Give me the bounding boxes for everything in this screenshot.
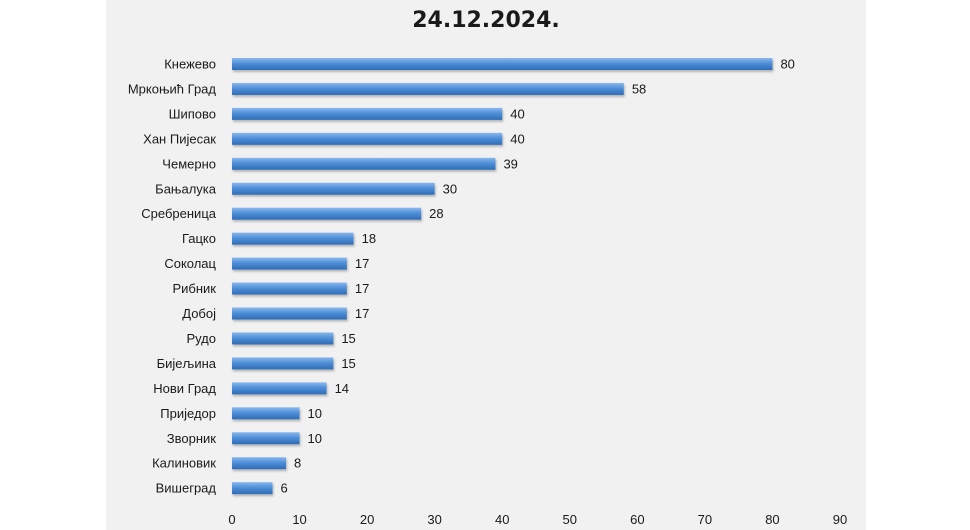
category-label: Нови Град — [153, 381, 216, 396]
bar — [232, 107, 503, 120]
category-label: Кнежево — [164, 57, 216, 72]
bars-group — [232, 58, 773, 495]
x-tick-label: 60 — [630, 512, 644, 527]
value-label: 58 — [632, 81, 646, 96]
x-tick-label: 0 — [228, 512, 235, 527]
value-label: 17 — [355, 256, 369, 271]
category-label: Бањалука — [155, 181, 217, 196]
x-tick-label: 40 — [495, 512, 509, 527]
x-tick-label: 80 — [765, 512, 779, 527]
x-axis-ticks: 0 10 20 30 40 50 60 70 80 90 — [228, 512, 847, 527]
category-label: Гацко — [182, 231, 216, 246]
value-label: 40 — [510, 106, 524, 121]
value-label: 15 — [341, 331, 355, 346]
category-label: Зворник — [167, 431, 217, 446]
value-label: 8 — [294, 456, 301, 471]
value-label: 40 — [510, 131, 524, 146]
value-label: 14 — [335, 381, 349, 396]
value-label: 80 — [780, 57, 794, 72]
category-label: Рибник — [172, 281, 216, 296]
x-tick-label: 10 — [292, 512, 306, 527]
value-label: 17 — [355, 281, 369, 296]
bar — [232, 232, 354, 245]
bar — [232, 132, 503, 145]
bar — [232, 82, 624, 95]
bar — [232, 307, 347, 320]
bar — [232, 382, 327, 395]
x-tick-label: 90 — [833, 512, 847, 527]
value-label: 30 — [443, 181, 457, 196]
category-label: Бијељина — [157, 356, 217, 371]
x-tick-label: 20 — [360, 512, 374, 527]
category-label: Чемерно — [162, 156, 216, 171]
category-label: Соколац — [164, 256, 216, 271]
bar — [232, 58, 773, 70]
category-label: Добој — [182, 306, 216, 321]
value-label: 15 — [341, 356, 355, 371]
bar — [232, 457, 287, 470]
category-label: Калиновик — [152, 456, 216, 471]
bar — [232, 432, 300, 445]
value-label: 28 — [429, 206, 443, 221]
bar — [232, 332, 334, 345]
category-label: Шипово — [169, 106, 216, 121]
value-label: 6 — [281, 481, 288, 496]
bar — [232, 282, 347, 295]
value-label: 18 — [362, 231, 376, 246]
category-label: Приједор — [160, 406, 216, 421]
category-label: Вишеград — [156, 481, 217, 496]
value-label: 17 — [355, 306, 369, 321]
category-label: Сребреница — [141, 206, 216, 221]
x-tick-label: 70 — [698, 512, 712, 527]
bar — [232, 157, 496, 170]
value-label: 10 — [308, 431, 322, 446]
category-label: Рудо — [186, 331, 216, 346]
bar — [232, 257, 347, 270]
bar — [232, 407, 300, 420]
bar — [232, 357, 334, 370]
bar — [232, 207, 422, 220]
bar — [232, 482, 273, 495]
category-labels: Кнежево Мркоњић Град Шипово Хан Пијесак Чеме… — [128, 57, 217, 496]
x-tick-label: 30 — [427, 512, 441, 527]
category-label: Хан Пијесак — [143, 131, 216, 146]
category-label: Мркоњић Град — [128, 81, 217, 96]
chart-title: 24.12.2024. — [412, 8, 560, 33]
value-label: 39 — [503, 156, 517, 171]
x-tick-label: 50 — [563, 512, 577, 527]
bar — [232, 182, 435, 195]
value-label: 10 — [308, 406, 322, 421]
